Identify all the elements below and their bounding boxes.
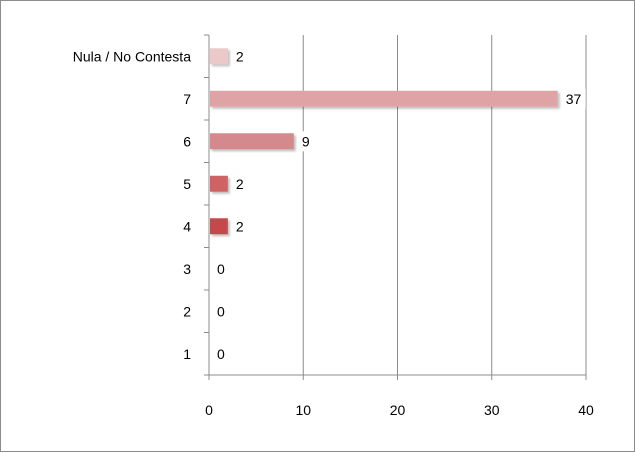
category-label: 4 (183, 218, 191, 234)
bar-4 (210, 175, 228, 192)
data-label-background (561, 88, 586, 109)
x-tick-label: 30 (484, 402, 500, 418)
bar-3 (210, 133, 294, 150)
x-tick-label: 10 (295, 402, 311, 418)
data-label-background (213, 343, 229, 364)
data-label-background (231, 216, 248, 237)
data-label: 0 (217, 303, 225, 319)
data-label: 0 (217, 261, 225, 277)
data-label-background (213, 301, 229, 322)
bar-5 (210, 218, 228, 235)
data-label: 2 (236, 176, 244, 192)
category-label: 5 (183, 176, 191, 192)
data-label: 37 (566, 91, 582, 107)
category-label: 2 (183, 303, 191, 319)
category-label: 7 (183, 91, 191, 107)
data-label: 2 (236, 218, 244, 234)
data-label: 0 (217, 346, 225, 362)
category-label: 3 (183, 261, 191, 277)
x-tick-label: 0 (205, 402, 213, 418)
data-label-background (231, 46, 248, 67)
data-label-background (297, 131, 314, 152)
category-label: Nula / No Contesta (73, 48, 191, 64)
bar-2 (210, 90, 558, 107)
bar-1 (210, 48, 228, 65)
category-label: 6 (183, 133, 191, 149)
data-label: 9 (302, 133, 310, 149)
data-label-background (231, 173, 248, 194)
data-label-background (213, 258, 229, 279)
data-label: 2 (236, 48, 244, 64)
category-label: 1 (183, 346, 191, 362)
x-tick-label: 20 (390, 402, 406, 418)
x-tick-label: 40 (578, 402, 594, 418)
